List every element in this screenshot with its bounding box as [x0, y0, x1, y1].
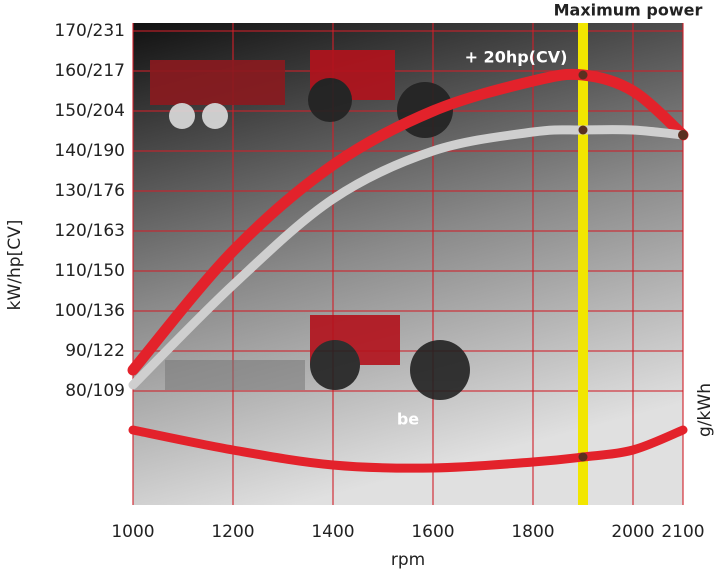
y-tick-label: 160/217 — [54, 61, 125, 81]
x-tick-label: 2100 — [661, 522, 704, 542]
y-tick-label: 140/190 — [54, 141, 125, 161]
x-tick-label: 1800 — [511, 522, 554, 542]
y2-axis-label: g/kWh — [695, 383, 715, 437]
y-tick-label: 80/109 — [65, 381, 125, 401]
x-tick-label: 2000 — [611, 522, 654, 542]
annotation: + 20hp(CV) — [465, 48, 568, 67]
y-tick-label: 100/136 — [54, 301, 125, 321]
y-tick-label: 130/176 — [54, 181, 125, 201]
x-tick-label: 1400 — [311, 522, 354, 542]
y-axis-label: kW/hp[CV] — [5, 220, 25, 311]
vline-label: Maximum power — [554, 1, 703, 20]
point — [579, 453, 588, 462]
y-tick-label: 150/204 — [54, 101, 125, 121]
y-tick-label: 110/150 — [54, 261, 125, 281]
y-tick-label: 90/122 — [65, 341, 125, 361]
page: {"chart_data": {"type": "line", "x_label… — [0, 0, 722, 572]
y-tick-label: 120/163 — [54, 221, 125, 241]
point — [579, 71, 588, 80]
x-tick-label: 1200 — [211, 522, 254, 542]
point — [579, 126, 588, 135]
point — [678, 130, 688, 140]
x-tick-label: 1000 — [111, 522, 154, 542]
x-axis-label: rpm — [391, 550, 425, 570]
annotation: be — [397, 410, 419, 429]
x-tick-label: 1600 — [411, 522, 454, 542]
y-tick-label: 170/231 — [54, 21, 125, 41]
chart: kW/hp[CV] g/kWh rpm Maximum power + 20hp… — [0, 0, 722, 572]
vline — [578, 23, 588, 505]
